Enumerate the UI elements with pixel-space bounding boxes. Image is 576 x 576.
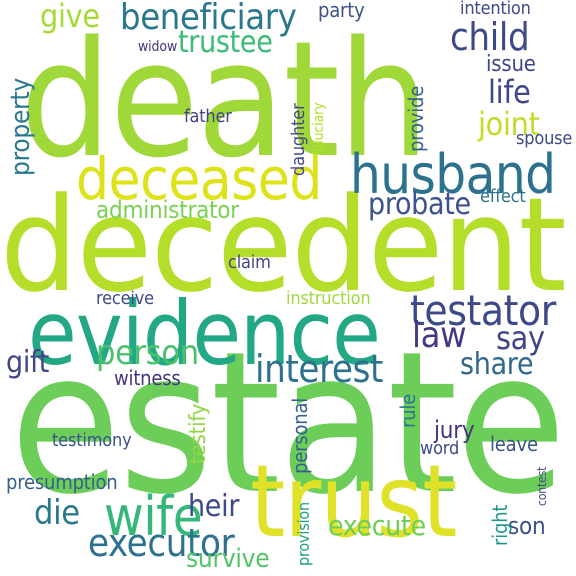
word-right: right: [488, 504, 512, 546]
word-jury: jury: [434, 416, 475, 444]
word-joint: joint: [478, 105, 540, 143]
word-deceased: deceased: [76, 145, 322, 213]
word-gift: gift: [6, 345, 49, 380]
word-execute: execute: [328, 509, 426, 542]
word-give: give: [40, 0, 100, 35]
word-testimony: testimony: [52, 430, 132, 451]
word-beneficiary: beneficiary: [120, 0, 297, 38]
word-father: father: [184, 106, 232, 127]
word-presumption: presumption: [6, 470, 118, 494]
word-spouse: spouse: [516, 128, 573, 149]
word-survive: survive: [186, 544, 270, 574]
word-trust: trust: [250, 443, 457, 560]
word-word: word: [420, 438, 460, 459]
word-provision: provision: [294, 501, 313, 566]
word-person: person: [96, 333, 199, 373]
word-testify: testify: [186, 403, 211, 464]
word-say: say: [496, 319, 545, 357]
word-issue: issue: [486, 52, 536, 77]
word-daughter: daughter: [288, 103, 309, 176]
word-rule: rule: [396, 393, 420, 428]
word-probate: probate: [368, 187, 471, 222]
word-contest: contest: [535, 466, 549, 506]
word-intention: intention: [460, 0, 531, 19]
word-executor: executor: [88, 521, 235, 565]
word-administrator: administrator: [96, 196, 239, 224]
word-wife: wife: [104, 485, 203, 548]
word-interest: interest: [255, 347, 384, 391]
word-decedent: decedent: [0, 169, 567, 321]
word-evidence: evidence: [28, 282, 381, 385]
word-effect: effect: [480, 186, 526, 207]
word-law: law: [412, 315, 467, 356]
word-widow: widow: [138, 39, 178, 55]
word-leave: leave: [490, 432, 538, 456]
word-witness: witness: [114, 366, 181, 390]
word-son: son: [508, 512, 546, 540]
word-share: share: [460, 347, 534, 382]
word-estate: estate: [10, 310, 566, 538]
word-claim: claim: [228, 252, 271, 273]
word-fiduciary: fiduciary: [311, 102, 327, 156]
word-die: die: [34, 493, 80, 533]
word-heir: heir: [188, 489, 240, 524]
word-personal: personal: [288, 397, 312, 474]
word-party: party: [318, 0, 365, 22]
word-receive: receive: [96, 288, 154, 309]
word-life: life: [488, 73, 531, 111]
word-instruction: instruction: [286, 288, 371, 309]
word-provide: provide: [404, 85, 428, 152]
word-husband: husband: [350, 143, 556, 206]
word-trustee: trustee: [178, 25, 273, 60]
word-testator: testator: [410, 286, 556, 335]
word-property: property: [6, 78, 36, 176]
word-child: child: [450, 15, 530, 59]
word-death: death: [20, 6, 429, 193]
